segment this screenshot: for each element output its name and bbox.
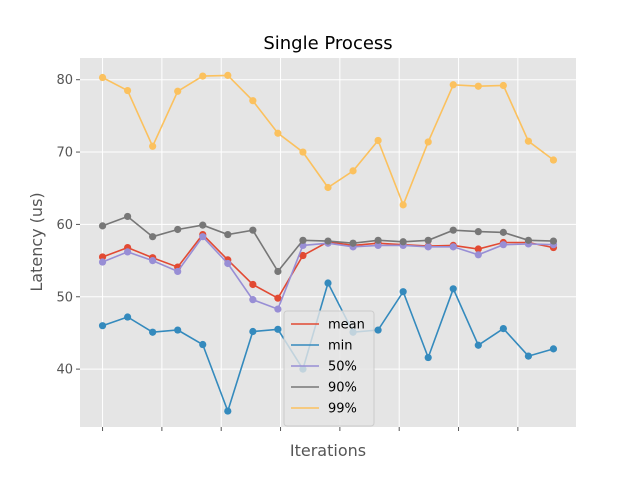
y-tick-label: 60 <box>56 218 73 233</box>
data-point-min <box>399 288 407 296</box>
data-point-90% <box>324 237 332 245</box>
data-point-99% <box>474 82 482 90</box>
data-point-min <box>449 285 457 293</box>
data-point-50% <box>374 241 382 249</box>
data-point-50% <box>499 241 507 249</box>
data-point-min <box>499 325 507 333</box>
data-point-50% <box>98 258 107 266</box>
data-point-90% <box>449 226 457 234</box>
data-point-99% <box>249 97 257 105</box>
data-point-mean <box>299 251 307 260</box>
data-point-mean <box>474 245 482 253</box>
data-point-90% <box>549 237 558 245</box>
y-tick-label: 50 <box>56 290 73 305</box>
data-point-90% <box>123 212 132 221</box>
data-point-99% <box>174 87 182 95</box>
data-point-min <box>199 340 207 349</box>
data-point-99% <box>299 148 307 156</box>
data-point-99% <box>149 142 157 150</box>
data-point-min <box>174 326 182 334</box>
data-point-mean <box>274 294 282 302</box>
data-point-90% <box>299 236 307 244</box>
data-point-min <box>549 345 558 353</box>
data-point-90% <box>274 267 282 276</box>
legend-box <box>283 310 375 427</box>
legend-label-99%: 99% <box>328 402 357 417</box>
data-point-90% <box>399 238 407 246</box>
data-point-90% <box>524 236 533 244</box>
data-point-99% <box>399 201 407 209</box>
data-point-90% <box>149 233 157 241</box>
data-point-min <box>274 325 282 333</box>
y-tick-label: 70 <box>56 146 73 161</box>
data-point-50% <box>249 296 257 304</box>
data-point-min <box>123 313 132 321</box>
chart-title: Single Process <box>263 33 392 54</box>
legend-label-90%: 90% <box>328 381 357 396</box>
legend-label-min: min <box>328 339 353 354</box>
legend-label-50%: 50% <box>328 360 357 375</box>
axes: 40 50 60 70 80 <box>56 73 519 431</box>
x-axis-title: Iterations <box>290 441 366 460</box>
data-point-min <box>249 327 257 336</box>
data-point-50% <box>274 305 282 313</box>
data-point-min <box>474 341 482 349</box>
data-point-mean <box>249 280 257 289</box>
data-point-50% <box>149 256 157 265</box>
data-point-min <box>224 407 232 415</box>
data-point-99% <box>549 156 558 164</box>
y-axis-title: Latency (us) <box>27 192 46 291</box>
data-point-99% <box>224 71 232 79</box>
data-point-90% <box>374 236 382 244</box>
series-layer <box>98 71 558 415</box>
data-point-min <box>374 326 382 334</box>
data-point-90% <box>349 239 357 247</box>
data-point-50% <box>449 243 457 251</box>
data-point-99% <box>424 138 432 146</box>
y-tick-label: 80 <box>56 73 73 88</box>
data-point-min <box>98 322 107 330</box>
legend-label-mean: mean <box>328 318 365 333</box>
data-point-min <box>424 353 432 362</box>
data-point-90% <box>474 228 482 236</box>
legend: mean min 50% 90% 99% <box>283 310 375 427</box>
data-point-50% <box>174 267 182 276</box>
data-point-mean <box>98 253 107 261</box>
data-point-90% <box>98 222 107 230</box>
data-point-99% <box>349 167 357 175</box>
data-point-50% <box>199 233 207 241</box>
data-point-50% <box>424 243 432 251</box>
data-point-90% <box>199 221 207 229</box>
y-tick-label: 40 <box>56 363 73 378</box>
data-point-min <box>524 352 533 360</box>
data-point-min <box>149 328 157 336</box>
data-point-99% <box>274 129 282 137</box>
data-point-99% <box>499 81 507 90</box>
data-point-min <box>324 279 332 287</box>
data-point-50% <box>123 248 132 256</box>
data-point-99% <box>98 73 107 82</box>
data-point-99% <box>199 72 207 80</box>
data-point-99% <box>123 86 132 95</box>
data-point-90% <box>424 236 432 244</box>
data-point-50% <box>474 251 482 259</box>
data-point-90% <box>174 225 182 234</box>
data-point-99% <box>374 136 382 145</box>
data-point-50% <box>224 259 232 268</box>
data-point-99% <box>524 137 533 145</box>
data-point-90% <box>224 230 232 239</box>
data-point-90% <box>249 226 257 234</box>
data-point-90% <box>499 228 507 236</box>
data-point-99% <box>449 81 457 89</box>
data-point-99% <box>324 183 332 192</box>
